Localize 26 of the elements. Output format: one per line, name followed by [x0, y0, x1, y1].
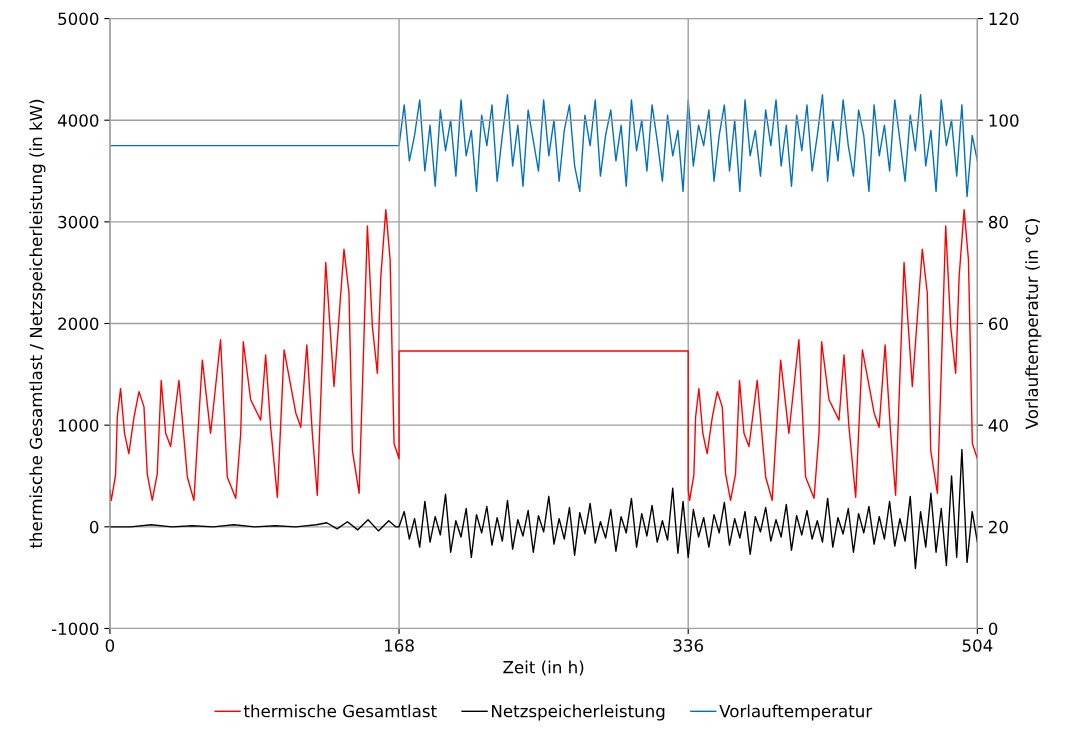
- y2-tick-label: 120: [989, 12, 1019, 26]
- y2-tick-label: 80: [988, 215, 1008, 229]
- y-tick-label: 3000: [58, 215, 99, 229]
- y2-tick-label: 100: [989, 114, 1019, 127]
- x-tick-label: 0: [105, 639, 115, 652]
- y-tick-label: 2000: [58, 317, 99, 331]
- y2-tick-label: 20: [989, 520, 1008, 534]
- y2-tick-label: 60: [988, 317, 1008, 331]
- y-tick-label: -1000: [51, 622, 99, 636]
- line-series: [109, 94, 978, 198]
- y-tick-label: 0: [89, 520, 99, 534]
- y2-axis-title: Vorlauftemperatur (in °C): [1025, 219, 1042, 430]
- y-tick-label: 1000: [58, 419, 99, 432]
- x-tick-label: 336: [673, 639, 704, 652]
- y-tick-label: 4000: [57, 114, 99, 127]
- y-axis-title: thermische Gesamtlast / Netzspeicherleistung (in kW): [29, 99, 46, 549]
- y2-tick-label: 0: [988, 622, 998, 636]
- x-tick-label: 168: [384, 639, 414, 652]
- y-tick-label: 5000: [58, 12, 99, 26]
- x-axis-title: Zeit (in h): [503, 660, 584, 676]
- legend-label: thermische Gesamtlast: [243, 704, 437, 718]
- legend-label: Vorlauftemperatur: [719, 704, 873, 721]
- y2-tick-label: 40: [988, 419, 1008, 432]
- x-tick-label: 504: [962, 639, 993, 652]
- legend-label: Netzspeicherleistung: [492, 704, 665, 721]
- line-series: [109, 208, 978, 502]
